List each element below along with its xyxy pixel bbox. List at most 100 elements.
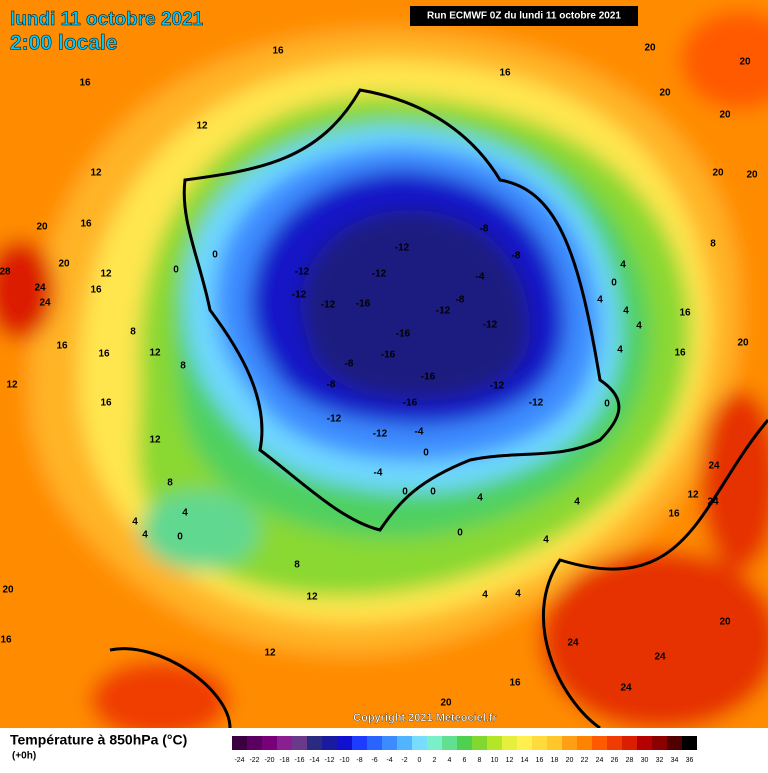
colorbar-tick-label: 18 <box>551 757 559 764</box>
contour-label: 16 <box>272 46 284 57</box>
contour-label: -12 <box>327 414 342 425</box>
contour-label: -12 <box>483 320 498 331</box>
contour-label: 20 <box>712 168 724 179</box>
contour-label: 12 <box>149 348 161 359</box>
contour-label: 24 <box>34 283 46 294</box>
colorbar-swatch <box>682 736 697 750</box>
contour-label: 24 <box>708 461 720 472</box>
contour-label: 28 <box>0 267 11 278</box>
colorbar-tick-label: 20 <box>566 757 574 764</box>
colorbar-tick-label: -14 <box>309 757 319 764</box>
colorbar-swatch <box>337 736 352 750</box>
contour-label: 4 <box>515 589 521 600</box>
contour-label: -12 <box>395 243 410 254</box>
colorbar-swatch <box>532 736 547 750</box>
contour-label: 12 <box>100 269 112 280</box>
contour-label: -16 <box>356 299 371 310</box>
legend-subtitle: (+0h) <box>12 751 36 762</box>
colorbar-tick-label: 6 <box>463 757 467 764</box>
contour-label: 8 <box>167 478 173 489</box>
isotherm <box>542 419 768 730</box>
colorbar-swatch <box>577 736 592 750</box>
time: 2:00 locale <box>10 32 117 55</box>
contour-label: -12 <box>321 300 336 311</box>
date: lundi 11 octobre 2021 <box>10 9 204 30</box>
colorbar-swatch <box>622 736 637 750</box>
colorbar-tick-label: 26 <box>611 757 619 764</box>
contour-label: 16 <box>668 509 680 520</box>
colorbar-swatch <box>442 736 457 750</box>
contour-label: 0 <box>212 250 218 261</box>
contour-label: -12 <box>490 381 505 392</box>
contour-label: 12 <box>306 592 318 603</box>
contour-label: 8 <box>180 361 186 372</box>
colorbar-tick-label: -10 <box>339 757 349 764</box>
contour-label: 0 <box>423 448 429 459</box>
contour-label: -12 <box>372 269 387 280</box>
colorbar-swatch <box>277 736 292 750</box>
contour-label: 24 <box>567 638 579 649</box>
colorbar-swatch <box>607 736 622 750</box>
contour-label: 16 <box>98 349 110 360</box>
contour-label: -8 <box>480 224 489 235</box>
run-box <box>410 6 638 26</box>
contour-label: 4 <box>617 345 623 356</box>
contour-label: 20 <box>719 617 731 628</box>
colorbar-tick-label: -2 <box>401 757 407 764</box>
colorbar-tick-label: -24 <box>234 757 244 764</box>
contour-label: -16 <box>403 398 418 409</box>
contour-label: 8 <box>294 560 300 571</box>
colorbar-tick-label: 32 <box>656 757 664 764</box>
colorbar-swatch <box>322 736 337 750</box>
contour-label: 4 <box>132 517 138 528</box>
contour-label: 4 <box>636 321 642 332</box>
contour-label: 12 <box>149 435 161 446</box>
colorbar-swatch <box>517 736 532 750</box>
contour-label: 20 <box>719 110 731 121</box>
contour-label: -8 <box>345 359 354 370</box>
contour-label: 16 <box>499 68 511 79</box>
contour-label: 20 <box>644 43 656 54</box>
colorbar-tick-label: -4 <box>386 757 392 764</box>
colorbar-tick-label: 2 <box>433 757 437 764</box>
contour-label: -12 <box>373 429 388 440</box>
contour-label: 20 <box>36 222 48 233</box>
contour-label: 0 <box>173 265 179 276</box>
colorbar-tick-label: 22 <box>581 757 589 764</box>
contour-label: 12 <box>687 490 699 501</box>
colorbar-swatch <box>427 736 442 750</box>
contour-label: 4 <box>482 590 488 601</box>
run: Run ECMWF 0Z du lundi 11 octobre 2021 <box>427 11 621 22</box>
legend-title: Température à 850hPa (°C) <box>10 732 187 748</box>
contour-label: 12 <box>264 648 276 659</box>
contour-label: 4 <box>597 295 603 306</box>
colorbar-swatch <box>307 736 322 750</box>
contour-label: 4 <box>574 497 580 508</box>
colorbar-swatch <box>502 736 517 750</box>
contour-label: -12 <box>436 306 451 317</box>
colorbar-tick-label: 28 <box>626 757 634 764</box>
contour-label: -12 <box>292 290 307 301</box>
contour-label: 16 <box>79 78 91 89</box>
colorbar-tick-label: 4 <box>448 757 452 764</box>
contour-label: 16 <box>0 635 12 646</box>
colorbar-swatch <box>457 736 472 750</box>
contour-label: 20 <box>58 259 70 270</box>
colorbar-tick-label: 12 <box>506 757 514 764</box>
colorbar-swatch <box>487 736 502 750</box>
contour-label: 16 <box>80 219 92 230</box>
contour-label: 8 <box>710 239 716 250</box>
contour-label: -8 <box>327 380 336 391</box>
colorbar-tick-label: -16 <box>294 757 304 764</box>
colorbar-tick-label: 24 <box>596 757 604 764</box>
contour-label: 24 <box>620 683 632 694</box>
colorbar-swatch <box>352 736 367 750</box>
contour-label: 0 <box>430 487 436 498</box>
contour-label: 4 <box>182 508 188 519</box>
contour-label: 0 <box>457 528 463 539</box>
colorbar-tick-label: 8 <box>478 757 482 764</box>
colorbar-swatch <box>262 736 277 750</box>
contour-label: 0 <box>611 278 617 289</box>
contour-label: -16 <box>381 350 396 361</box>
